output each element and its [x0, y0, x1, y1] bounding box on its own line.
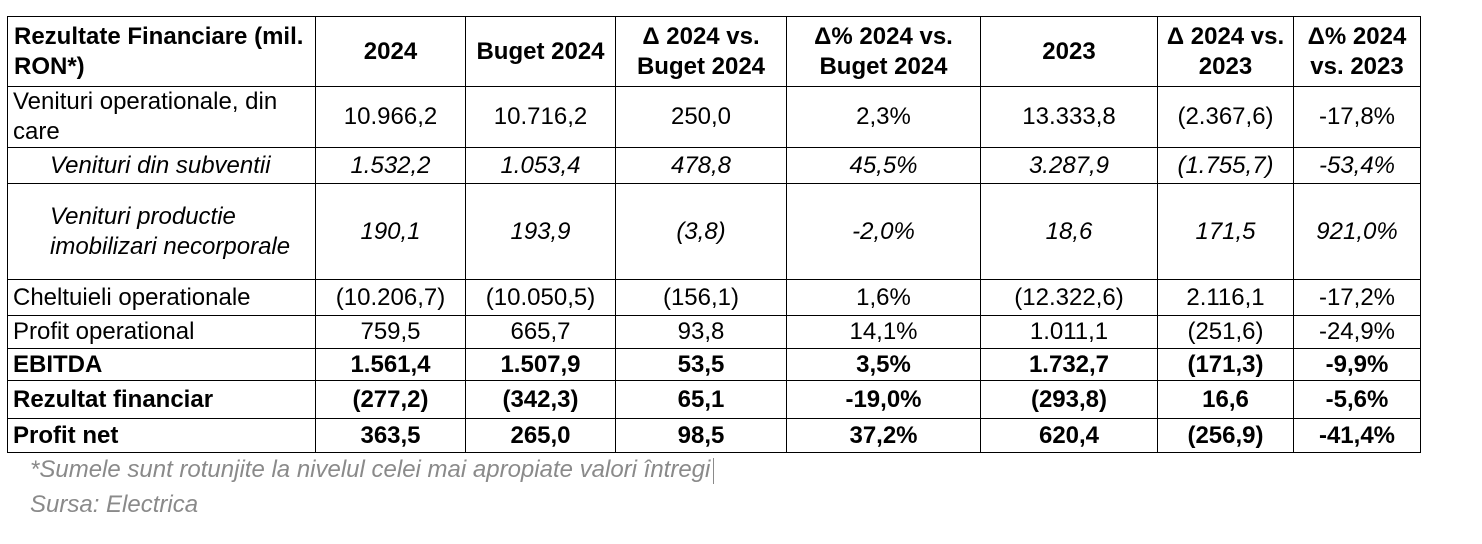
footnote-text: *Sumele sunt rotunjite la nivelul celei … [30, 456, 711, 483]
cell-delta-pct-vs-budget: 3,5% [786, 348, 981, 381]
cell-2023: (12.322,6) [980, 279, 1158, 316]
table-row: Venituri operationale, din care 10.966,2 1… [7, 86, 1421, 148]
header-cell-delta-vs-2023: Δ 2024 vs. 2023 [1157, 16, 1294, 87]
cell-2023: 18,6 [980, 183, 1158, 280]
table-row: Profit net 363,5 265,0 98,5 37,2% 620,4 (256,9… [7, 418, 1421, 453]
cell-delta-pct-vs-2023: -17,8% [1293, 86, 1421, 148]
cell-delta-vs-2023: (256,9) [1157, 418, 1294, 453]
cell-2023: 1.011,1 [980, 315, 1158, 349]
header-cell-delta-vs-budget: Δ 2024 vs. Buget 2024 [615, 16, 787, 87]
cell-delta-pct-vs-budget: -19,0% [786, 380, 981, 419]
cell-delta-vs-2023: 2.116,1 [1157, 279, 1294, 316]
cell-delta-vs-budget: 250,0 [615, 86, 787, 148]
cell-label: Rezultat financiar [7, 380, 316, 419]
cell-2023: 13.333,8 [980, 86, 1158, 148]
cell-budget-2024: (342,3) [465, 380, 616, 419]
table-row: EBITDA 1.561,4 1.507,9 53,5 3,5% 1.732,7 (171,… [7, 348, 1421, 381]
cell-label: Cheltuieli operationale [7, 279, 316, 316]
source-note: Sursa: Electrica [30, 491, 199, 518]
cell-2023: 1.732,7 [980, 348, 1158, 381]
cell-2024: 1.532,2 [315, 147, 466, 184]
financial-results-table: Rezultate Financiare (mil. RON*) 2024 Bu… [7, 16, 1421, 453]
cell-label: Venituri din subventii [7, 147, 316, 184]
cell-2024: 190,1 [315, 183, 466, 280]
cell-2024: 1.561,4 [315, 348, 466, 381]
cell-delta-pct-vs-2023: -41,4% [1293, 418, 1421, 453]
header-cell-2024: 2024 [315, 16, 466, 87]
cell-delta-vs-budget: 65,1 [615, 380, 787, 419]
cell-2024: 10.966,2 [315, 86, 466, 148]
cell-2023: (293,8) [980, 380, 1158, 419]
cell-delta-vs-2023: (251,6) [1157, 315, 1294, 349]
cell-delta-pct-vs-2023: -9,9% [1293, 348, 1421, 381]
cell-delta-pct-vs-2023: -5,6% [1293, 380, 1421, 419]
cell-delta-pct-vs-budget: 37,2% [786, 418, 981, 453]
cell-2023: 3.287,9 [980, 147, 1158, 184]
cell-delta-pct-vs-2023: -24,9% [1293, 315, 1421, 349]
cell-delta-pct-vs-2023: 921,0% [1293, 183, 1421, 280]
cell-budget-2024: 193,9 [465, 183, 616, 280]
cell-delta-pct-vs-budget: -2,0% [786, 183, 981, 280]
cell-budget-2024: 665,7 [465, 315, 616, 349]
cell-delta-vs-budget: 478,8 [615, 147, 787, 184]
cell-delta-pct-vs-budget: 45,5% [786, 147, 981, 184]
header-cell-delta-pct-vs-2023: Δ% 2024 vs. 2023 [1293, 16, 1421, 87]
header-cell-2023: 2023 [980, 16, 1158, 87]
cell-delta-vs-budget: 98,5 [615, 418, 787, 453]
cell-2024: 363,5 [315, 418, 466, 453]
cell-delta-vs-2023: (171,3) [1157, 348, 1294, 381]
cell-budget-2024: 10.716,2 [465, 86, 616, 148]
cell-delta-vs-budget: 53,5 [615, 348, 787, 381]
cell-2024: (277,2) [315, 380, 466, 419]
table-row: Cheltuieli operationale (10.206,7) (10.050… [7, 279, 1421, 316]
cell-budget-2024: 1.507,9 [465, 348, 616, 381]
cell-delta-vs-budget: (156,1) [615, 279, 787, 316]
header-cell-label: Rezultate Financiare (mil. RON*) [7, 16, 316, 87]
cell-budget-2024: (10.050,5) [465, 279, 616, 316]
cell-delta-vs-budget: (3,8) [615, 183, 787, 280]
cell-delta-pct-vs-2023: -17,2% [1293, 279, 1421, 316]
cell-delta-pct-vs-2023: -53,4% [1293, 147, 1421, 184]
table-row: Profit operational 759,5 665,7 93,8 14,1% 1.0… [7, 315, 1421, 349]
header-cell-delta-pct-vs-budget: Δ% 2024 vs. Buget 2024 [786, 16, 981, 87]
cell-label: Venituri productie imobilizari necorpora… [7, 183, 316, 280]
cell-delta-vs-2023: (1.755,7) [1157, 147, 1294, 184]
cell-label: EBITDA [7, 348, 316, 381]
table-header-row: Rezultate Financiare (mil. RON*) 2024 Bu… [7, 16, 1421, 87]
cell-label: Profit operational [7, 315, 316, 349]
text-cursor [713, 457, 715, 484]
header-cell-budget-2024: Buget 2024 [465, 16, 616, 87]
cell-2024: 759,5 [315, 315, 466, 349]
cell-delta-pct-vs-budget: 2,3% [786, 86, 981, 148]
cell-2024: (10.206,7) [315, 279, 466, 316]
cell-label: Profit net [7, 418, 316, 453]
cell-delta-vs-budget: 93,8 [615, 315, 787, 349]
cell-delta-vs-2023: 171,5 [1157, 183, 1294, 280]
cell-delta-vs-2023: 16,6 [1157, 380, 1294, 419]
table-row: Venituri productie imobilizari necorpora… [7, 183, 1421, 280]
cell-label: Venituri operationale, din care [7, 86, 316, 148]
cell-delta-vs-2023: (2.367,6) [1157, 86, 1294, 148]
cell-delta-pct-vs-budget: 14,1% [786, 315, 981, 349]
footnote: *Sumele sunt rotunjite la nivelul celei … [30, 456, 715, 484]
cell-2023: 620,4 [980, 418, 1158, 453]
cell-budget-2024: 265,0 [465, 418, 616, 453]
table-row: Venituri din subventii 1.532,2 1.053,4 478,… [7, 147, 1421, 184]
cell-budget-2024: 1.053,4 [465, 147, 616, 184]
table-row: Rezultat financiar (277,2) (342,3) 65,1 -19,… [7, 380, 1421, 419]
cell-delta-pct-vs-budget: 1,6% [786, 279, 981, 316]
